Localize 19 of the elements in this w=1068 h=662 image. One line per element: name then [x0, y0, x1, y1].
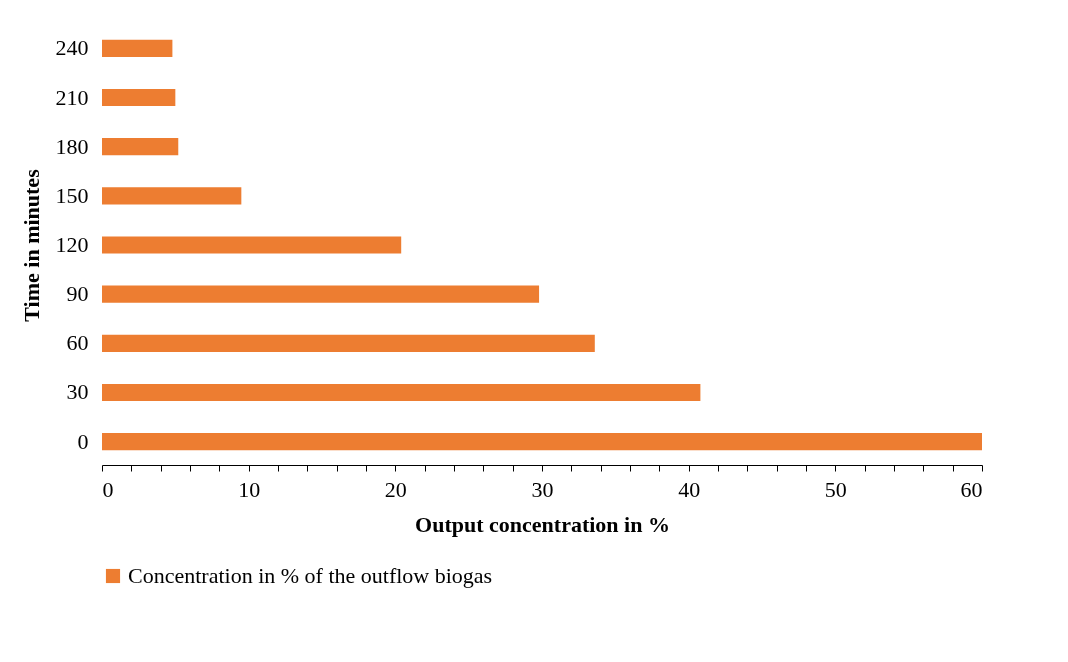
x-tick-label: 60	[960, 476, 983, 502]
x-tick-label: 40	[678, 476, 701, 502]
x-tick-label: 20	[384, 476, 407, 502]
y-tick-label: 210	[55, 84, 89, 110]
x-tick-label: 10	[238, 476, 261, 502]
y-tick-label: 180	[55, 133, 89, 159]
x-axis-title: Output concentration in %	[415, 511, 670, 537]
y-tick-label: 120	[55, 232, 89, 257]
x-tick-label: 0	[102, 476, 114, 502]
x-tick-label: 50	[824, 476, 847, 502]
y-tick-label: 240	[55, 35, 89, 61]
y-tick-label: 60	[66, 330, 89, 356]
y-tick-label: 90	[66, 281, 89, 307]
y-axis-title: Time in minutes	[18, 168, 44, 322]
y-tick-label: 0	[77, 428, 89, 454]
y-tick-label: 30	[66, 379, 89, 405]
x-tick-label: 30	[531, 476, 554, 502]
legend-label: Concentration in % of the outflow biogas	[128, 563, 493, 588]
y-tick-label: 150	[55, 182, 89, 208]
